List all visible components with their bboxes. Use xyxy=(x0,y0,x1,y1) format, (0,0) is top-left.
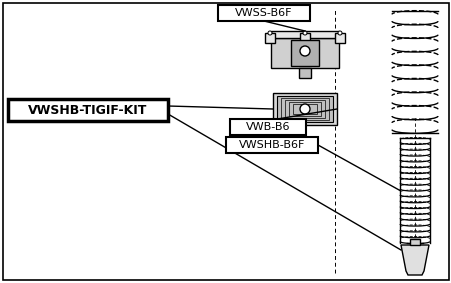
Bar xyxy=(276,96,332,122)
Bar xyxy=(271,31,338,38)
Text: VWSS-B6F: VWSS-B6F xyxy=(235,8,292,18)
Bar xyxy=(299,68,310,78)
Bar xyxy=(217,5,309,21)
Bar xyxy=(290,40,318,66)
Circle shape xyxy=(299,104,309,114)
Circle shape xyxy=(299,46,309,56)
Text: VWSHB-B6F: VWSHB-B6F xyxy=(238,140,304,150)
Polygon shape xyxy=(400,245,428,275)
Text: VWSHB-TIGIF-KIT: VWSHB-TIGIF-KIT xyxy=(28,104,147,117)
Bar xyxy=(272,93,336,125)
Bar xyxy=(230,119,305,135)
Bar xyxy=(285,100,324,118)
Bar xyxy=(288,102,320,116)
Bar xyxy=(226,137,318,153)
Bar xyxy=(281,98,328,120)
Bar xyxy=(299,33,309,43)
Bar xyxy=(271,38,338,68)
Circle shape xyxy=(337,31,341,35)
Text: VWB-B6: VWB-B6 xyxy=(245,122,290,132)
Circle shape xyxy=(302,31,306,35)
Bar xyxy=(334,33,344,43)
Bar xyxy=(8,99,168,121)
Bar xyxy=(292,104,316,114)
Bar xyxy=(409,239,419,245)
Circle shape xyxy=(267,31,272,35)
Bar xyxy=(264,33,274,43)
